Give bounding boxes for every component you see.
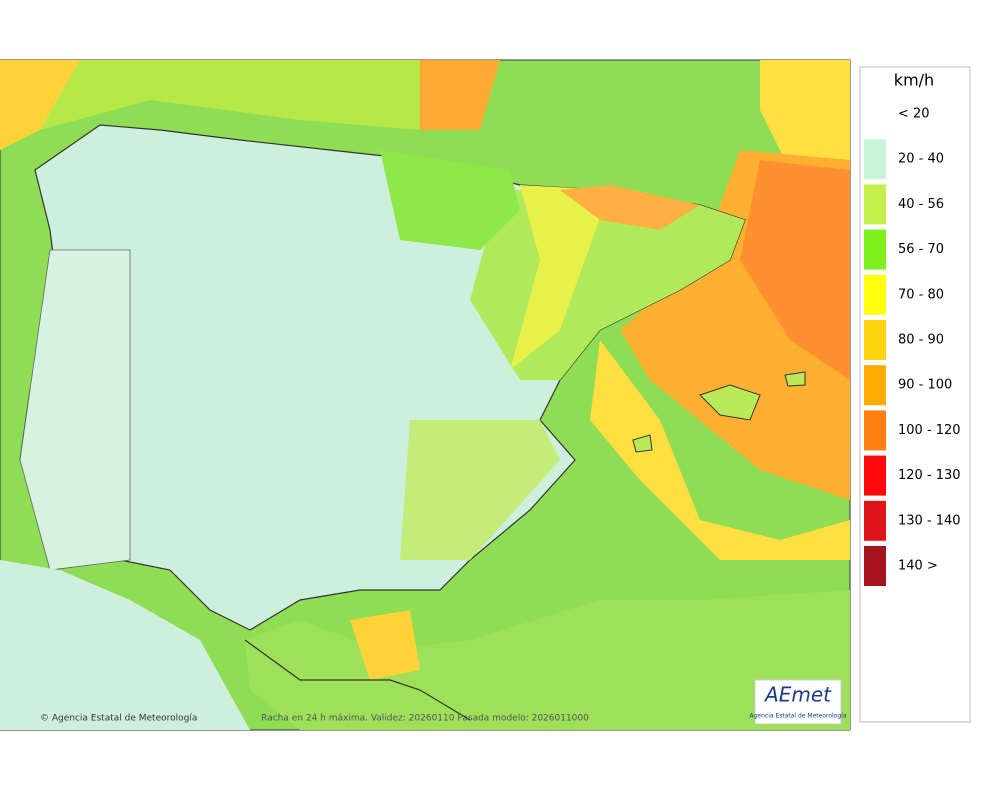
- legend-swatch: [864, 546, 886, 586]
- north-africa: [245, 590, 850, 730]
- legend-label: 100 - 120: [898, 423, 961, 438]
- legend-label: 56 - 70: [898, 242, 944, 257]
- legend-swatch: [864, 500, 886, 541]
- legend-swatch: [864, 410, 886, 451]
- legend-swatch: [864, 320, 886, 360]
- legend-label: 40 - 56: [898, 197, 944, 212]
- logo-subtitle: Agencia Estatal de Meteorología: [750, 713, 847, 720]
- logo: AEmet: [763, 683, 832, 707]
- wind-zone: [760, 60, 850, 190]
- legend-label: < 20: [898, 107, 930, 122]
- wind-zone: [400, 420, 560, 560]
- copyright: © Agencia Estatal de Meteorología: [40, 714, 197, 724]
- legend-label: 70 - 80: [898, 287, 944, 302]
- legend-label: 20 - 40: [898, 152, 944, 167]
- legend-swatch: [864, 184, 886, 225]
- mallorca: [699, 384, 761, 421]
- legend: km/h < 20 20 - 40 40 - 56 56 - 70 70 - 80 80 …: [859, 66, 971, 723]
- wind-zone: [380, 150, 520, 250]
- legend-label: 80 - 90: [898, 333, 944, 348]
- legend-swatch: [864, 274, 886, 315]
- wind-zone: [510, 185, 610, 370]
- map: © Agencia Estatal de Meteorología Racha …: [0, 59, 851, 731]
- ibiza: [632, 434, 653, 453]
- wind-zone: [740, 160, 850, 380]
- legend-label: 130 - 140: [898, 513, 961, 528]
- legend-label: 140 >: [898, 559, 938, 574]
- logo-box: [754, 679, 842, 725]
- map-caption: Racha en 24 h máxima. Validez: 20260110 …: [261, 714, 589, 724]
- legend-swatch: [864, 365, 886, 406]
- wind-zone: [420, 60, 500, 130]
- legend-label: 120 - 130: [898, 468, 961, 483]
- wind-zone: [350, 610, 420, 680]
- legend-label: 90 - 100: [898, 378, 952, 393]
- wind-zone: [0, 560, 250, 730]
- legend-title: km/h: [894, 71, 934, 90]
- legend-swatch: [864, 229, 886, 270]
- legend-swatch: [864, 139, 886, 180]
- wind-zone: [0, 60, 80, 150]
- legend-swatch: [864, 455, 886, 496]
- menorca: [784, 371, 806, 387]
- coastline: [244, 639, 471, 721]
- wind-zone: [0, 60, 450, 150]
- wind-zone: [560, 185, 700, 230]
